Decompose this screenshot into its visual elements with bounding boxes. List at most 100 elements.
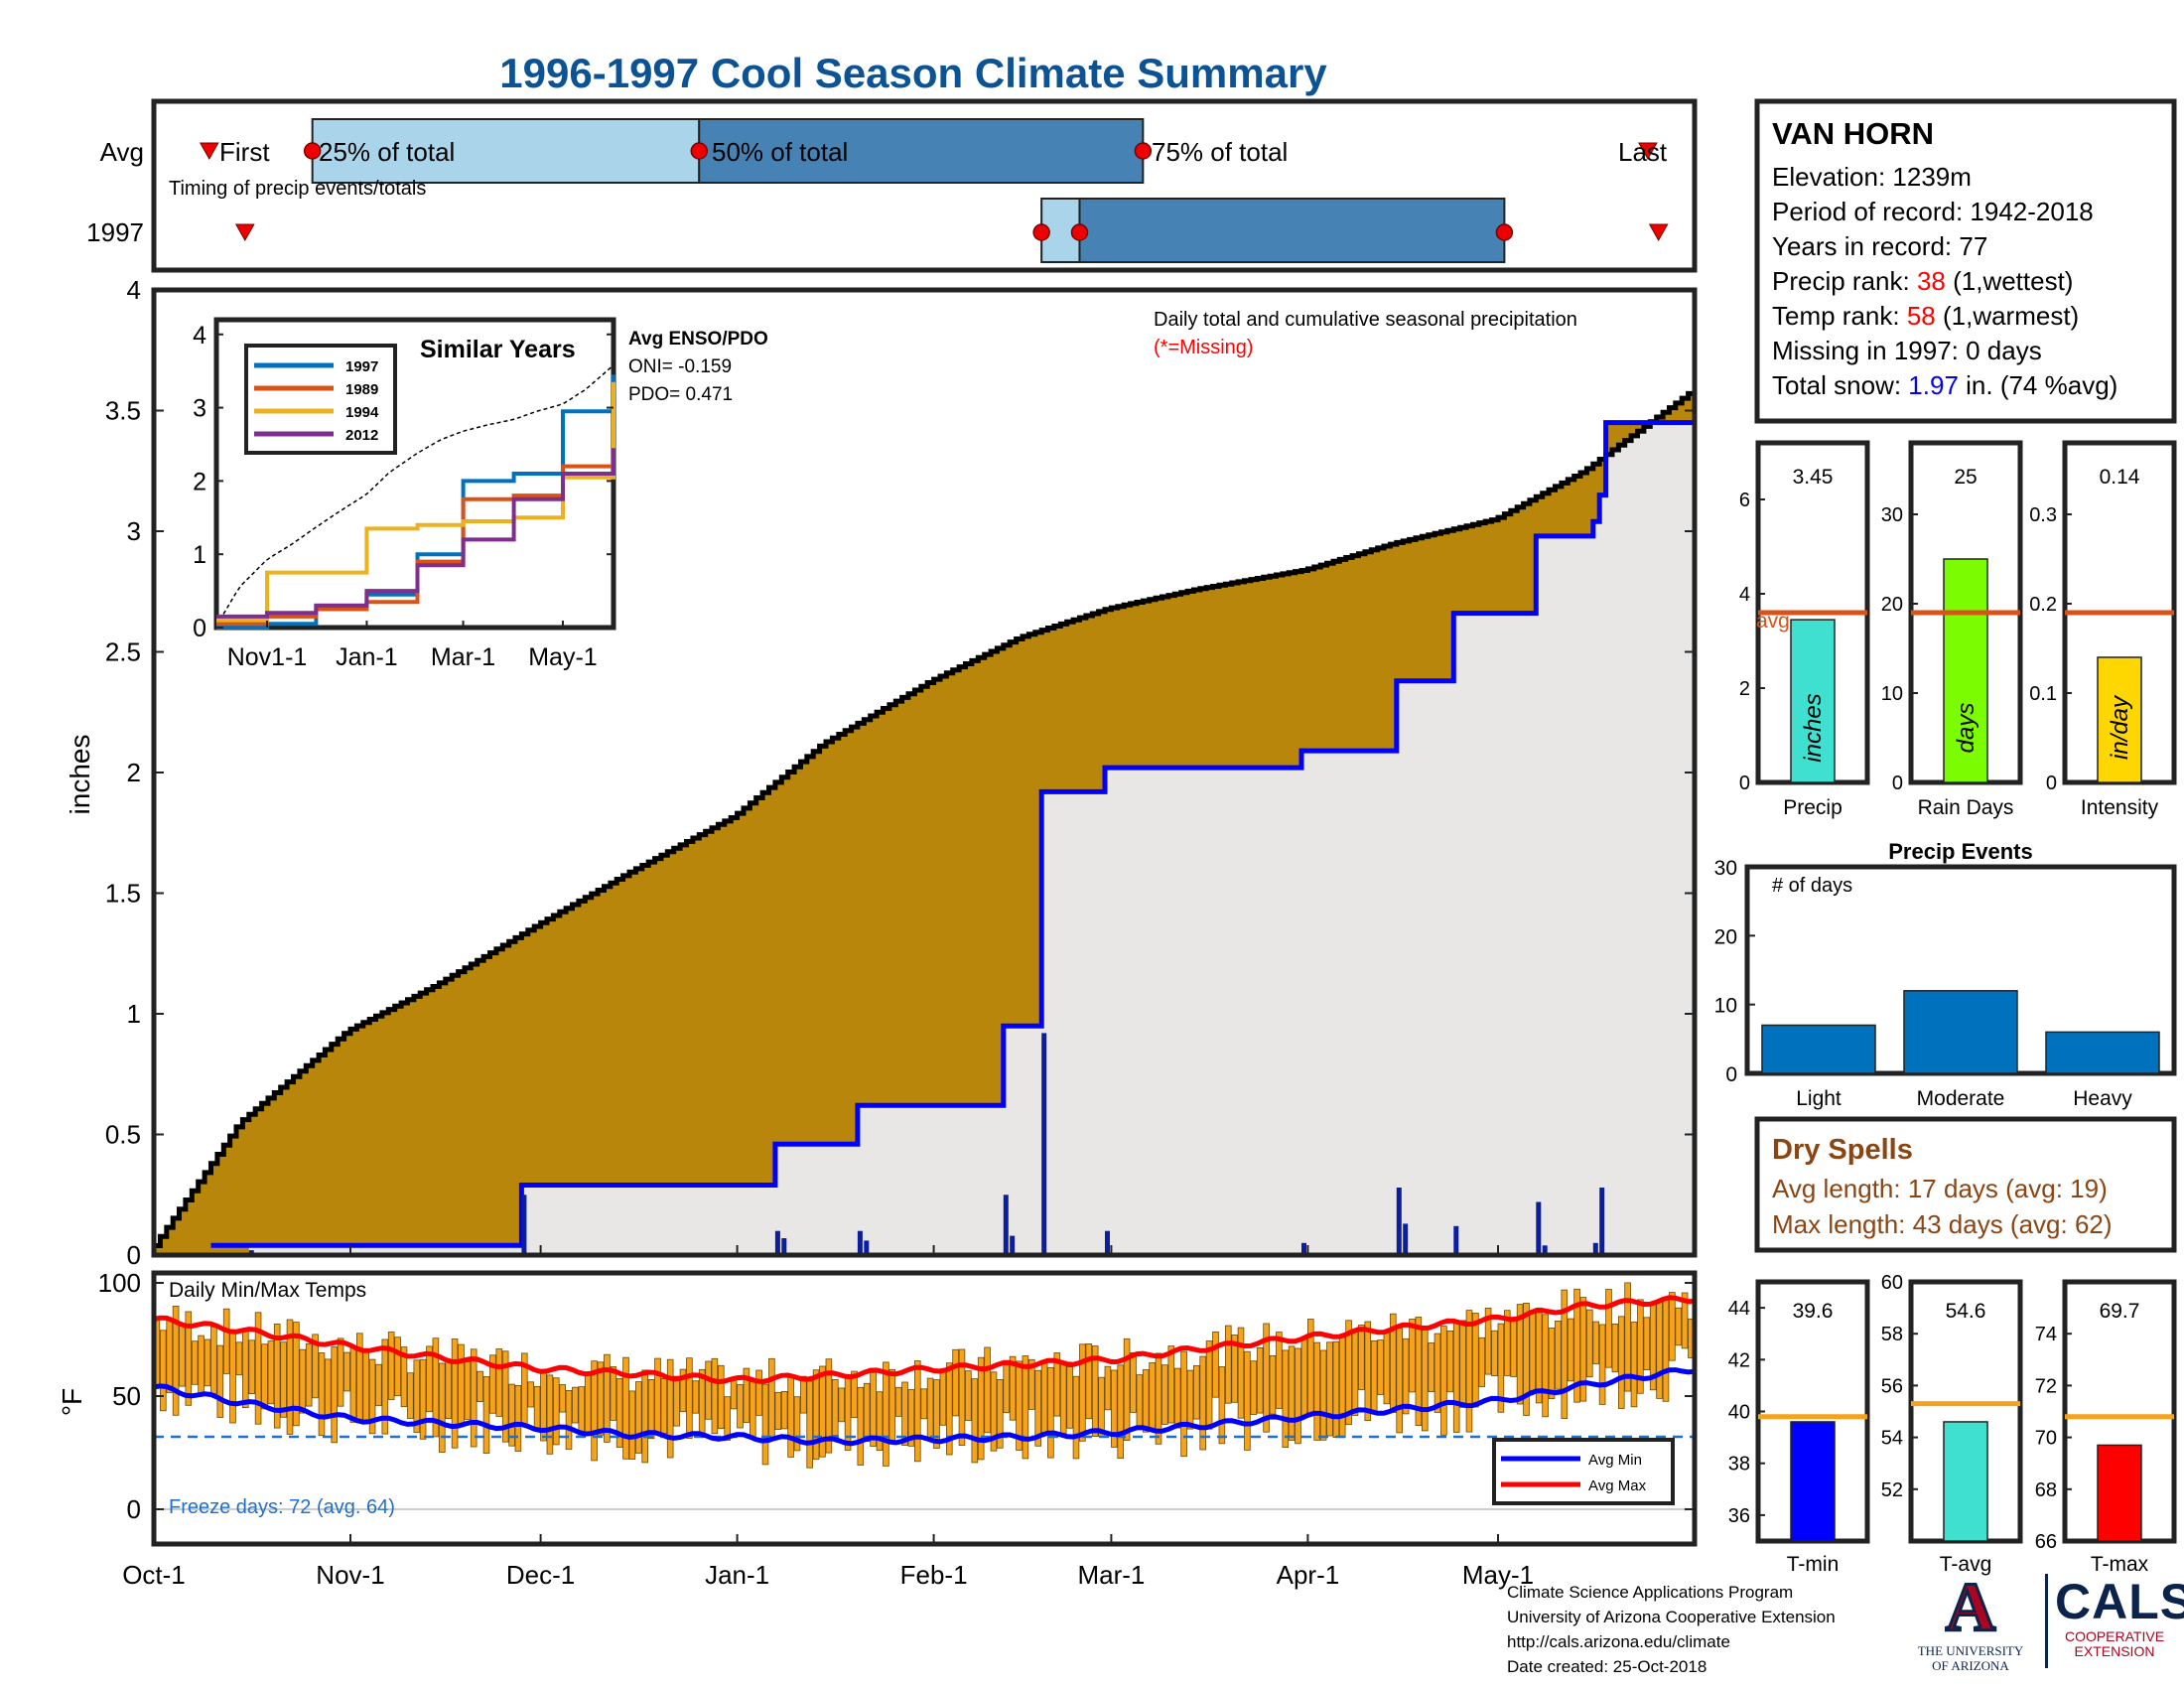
- daily-temp-bar: [933, 1379, 940, 1449]
- daily-temp-bar: [216, 1344, 224, 1418]
- inset-average-line: [215, 364, 614, 627]
- footer-line2: University of Arizona Cooperative Extens…: [1507, 1608, 1836, 1626]
- daily-temp-bar: [971, 1378, 979, 1464]
- temp-panel-tick-label: 52: [1881, 1479, 1903, 1501]
- footer-line3: http://cals.arizona.edu/climate: [1507, 1632, 1730, 1651]
- ua-logo-line1: THE UNIVERSITY: [1917, 1643, 2024, 1658]
- daily-temp-bar: [470, 1348, 478, 1448]
- temp-panel-tick-label: 70: [2035, 1428, 2057, 1450]
- daily-temp-bar: [1383, 1332, 1391, 1405]
- temp-panel-tick-label: 40: [1728, 1402, 1750, 1424]
- daily-temp-bar: [349, 1345, 357, 1423]
- precip-panel-tick-label: 6: [1739, 490, 1750, 511]
- daily-temp-bar: [1085, 1343, 1093, 1420]
- daily-temp-bar: [1358, 1325, 1365, 1390]
- daily-temp-bar: [591, 1360, 598, 1462]
- daily-temp-bar: [920, 1388, 927, 1420]
- daily-temp-bar: [1548, 1328, 1556, 1399]
- daily-temp-bar: [965, 1370, 972, 1421]
- average-cumulative-fill: [154, 393, 1695, 1255]
- daily-temp-bar: [1491, 1330, 1498, 1376]
- dry-spells-title: Dry Spells: [1772, 1134, 1913, 1166]
- daily-temp-bar: [407, 1372, 414, 1419]
- daily-temp-bar: [673, 1375, 680, 1427]
- inset-legend-label: 1989: [345, 381, 378, 398]
- temp-panel-tick-label: 66: [2035, 1531, 2057, 1553]
- temp-panel-xlabel: T-max: [2091, 1553, 2149, 1576]
- date-x-tick-label: Mar-1: [1077, 1560, 1145, 1590]
- daily-temp-bar: [1338, 1336, 1346, 1439]
- precip-events-panel: Precip Events # of days 0 10 20 30 Light Mode…: [1714, 839, 2177, 1110]
- daily-temp-bar: [280, 1341, 287, 1418]
- cumulative-precip-area: [154, 390, 1695, 1256]
- daily-temp-bar: [793, 1396, 801, 1452]
- daily-temp-bar: [1542, 1314, 1549, 1418]
- snow-prefix: Total snow:: [1772, 370, 1908, 400]
- precip-panel-unit: in/day: [2107, 694, 2133, 760]
- daily-temp-bar: [387, 1332, 395, 1400]
- temp-rank-prefix: Temp rank:: [1772, 301, 1907, 331]
- station-missing: Missing in 1997: 0 days: [1772, 336, 2042, 365]
- events-bars: 0 10 20 30 Light Moderate Heavy: [1714, 857, 2160, 1110]
- daily-temp-bar: [1618, 1316, 1625, 1409]
- events-category-label: Moderate: [1917, 1087, 2005, 1110]
- daily-temp-bar: [1205, 1340, 1213, 1430]
- date-x-axis: Oct-1 Nov-1 Dec-1 Jan-1 Feb-1 Mar-1 Apr-1 May-1: [122, 1245, 1534, 1590]
- daily-temp-bar: [660, 1378, 668, 1435]
- daily-temp-bar: [724, 1396, 731, 1441]
- daily-temp-bar: [743, 1367, 751, 1423]
- precip-panel-value: 3.45: [1793, 466, 1834, 489]
- precip-panel-tick-label: 0: [1892, 773, 1903, 794]
- daily-temp-bar: [622, 1356, 629, 1460]
- daily-temp-bar: [1161, 1364, 1168, 1425]
- date-x-tick-label: Feb-1: [900, 1560, 968, 1590]
- footer: Climate Science Applications Program Uni…: [1507, 1583, 1836, 1676]
- daily-temp-bar: [774, 1391, 782, 1431]
- inset-legend-label: 1997: [345, 358, 378, 375]
- timing-label-25: 25% of total: [319, 137, 455, 167]
- daily-temp-bar: [1091, 1345, 1099, 1437]
- events-category-label: Light: [1796, 1087, 1842, 1110]
- daily-temp-bar: [495, 1348, 503, 1417]
- daily-temp-bar: [1555, 1321, 1562, 1390]
- logo-divider: [2045, 1574, 2048, 1668]
- daily-temp-bar: [1624, 1282, 1631, 1392]
- daily-temp-bar: [432, 1337, 440, 1438]
- daily-temp-bar: [1295, 1347, 1301, 1445]
- daily-temp-bar: [362, 1349, 369, 1423]
- daily-temp-bar: [1167, 1345, 1175, 1424]
- temp-y-axis: 0 50 100: [98, 1268, 1695, 1524]
- daily-temp-bar: [413, 1359, 421, 1433]
- temp-panel-tick-label: 74: [2035, 1324, 2057, 1345]
- precip-summary-panels: 3.45 inches Precip 0 2 4 6 avg 25 days Rain Days 0 1…: [1739, 440, 2177, 819]
- daily-temp-bar: [1193, 1365, 1200, 1420]
- dry-spells-frame: [1754, 1116, 2177, 1253]
- date-x-tick-label: Jan-1: [705, 1560, 769, 1590]
- temp-panel-xlabel: T-min: [1787, 1553, 1840, 1576]
- station-info-box: VAN HORN Elevation: 1239m Period of reco…: [1754, 98, 2177, 424]
- station-frame: [1754, 98, 2177, 424]
- daily-temp-bar: [318, 1352, 326, 1437]
- timing-marker-triangle: [234, 223, 255, 242]
- temp-panel-tick-label: 38: [1728, 1454, 1750, 1476]
- precip-panel-bar: [2097, 656, 2142, 783]
- inset-legend-label: 2012: [345, 427, 378, 444]
- daily-temp-bar: [1104, 1365, 1112, 1411]
- timing-row-avg-label: Avg: [100, 137, 144, 167]
- daily-temp-bar: [806, 1380, 813, 1469]
- daily-temp-bar: [368, 1358, 376, 1435]
- main-legend-line1: Daily total and cumulative seasonal prec…: [1154, 309, 1577, 331]
- daily-temp-bar: [241, 1328, 249, 1409]
- daily-temp-bar: [1016, 1360, 1023, 1451]
- daily-temp-bar: [1066, 1366, 1073, 1429]
- timing-bar: [698, 118, 1145, 184]
- daily-temp-bar: [584, 1374, 592, 1434]
- daily-temp-bar: [1237, 1327, 1245, 1419]
- daily-temp-bar: [812, 1369, 820, 1461]
- daily-temp-bar: [914, 1360, 921, 1463]
- daily-temp-bar: [1332, 1340, 1340, 1438]
- temp-panel-value: 39.6: [1793, 1300, 1834, 1323]
- inset-series-line: [216, 374, 615, 630]
- timing-label-75: 75% of total: [1152, 137, 1288, 167]
- temp-title: Daily Min/Max Temps: [169, 1279, 366, 1302]
